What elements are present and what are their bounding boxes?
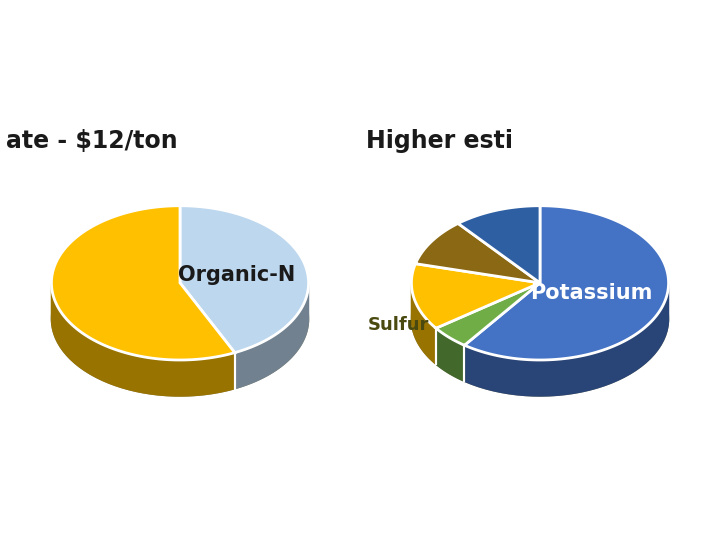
Text: Sulfur: Sulfur (368, 316, 429, 334)
Polygon shape (51, 284, 235, 396)
Polygon shape (464, 206, 669, 360)
Polygon shape (415, 224, 540, 283)
Polygon shape (51, 206, 235, 360)
Polygon shape (464, 285, 669, 396)
Text: ate - $12/ton: ate - $12/ton (6, 129, 178, 153)
Polygon shape (51, 242, 309, 396)
Polygon shape (411, 264, 540, 328)
Polygon shape (411, 283, 436, 364)
Polygon shape (411, 242, 669, 396)
Text: Organic-N: Organic-N (178, 265, 295, 285)
Text: Higher esti: Higher esti (366, 129, 513, 153)
Polygon shape (458, 206, 540, 283)
Text: Potassium: Potassium (530, 283, 652, 303)
Polygon shape (436, 328, 464, 381)
Polygon shape (436, 283, 540, 345)
Polygon shape (180, 206, 309, 353)
Polygon shape (235, 285, 308, 389)
